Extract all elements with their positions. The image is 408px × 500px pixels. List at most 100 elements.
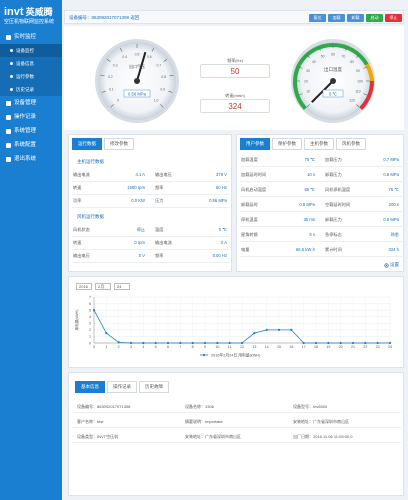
row-divider [73,442,401,443]
tab-modify-params[interactable]: 修改参数 [104,138,134,150]
gauge-band-red [359,80,375,111]
tab-run-data[interactable]: 运行数据 [72,138,102,150]
gauge-tick-label: 70 [341,54,345,58]
y-tick-label: 4 [89,315,91,319]
info-field: 安装地址：广东省深圳市南山区 [185,434,241,439]
year-select[interactable]: 2016 [76,283,92,290]
sidebar-item-system-manage[interactable]: 系统管理 [0,125,62,138]
gauge-title: 出口气压 [129,63,145,69]
param-value: 停止 [136,227,145,232]
x-tick-label: 11 [228,345,232,349]
logout-icon [6,157,11,162]
frequency-label: 频率(Hz) [227,58,243,63]
gauge-tick [318,46,321,51]
gauge-tick-label: 0.1 [109,88,114,92]
data-point [314,341,318,345]
gauge-tick-label: 110 [355,90,361,94]
data-point [105,332,108,335]
x-tick-label: 20 [339,345,343,349]
sidebar-item-realtime[interactable]: 实时监控 [0,31,62,44]
info-field: 摘要说明：Importake [185,419,223,424]
gauge-needle [136,51,147,82]
gauge-tick-label: 100 [357,79,363,83]
sidebar-item-device-monitor[interactable]: 设备监控 [0,44,62,57]
sidebar-item-history[interactable]: 历史记录 [0,83,62,96]
x-tick-label: 2 [118,345,120,349]
gauge-tick-label: 0.7 [156,63,161,67]
data-point [240,341,244,345]
info-field: 设备编号：863092017071308 [77,404,131,409]
tab-user-params[interactable]: 用户参数 [240,138,270,150]
gauge-tick [345,46,348,51]
month-select[interactable]: 2月 [95,283,111,290]
info-field: 客户名称：test [77,419,104,424]
bullet-icon [10,49,13,52]
x-tick-label: 9 [204,345,206,349]
param-value: 324 h [388,247,399,252]
gauge-tick-label: 0.9 [160,88,165,92]
data-point [142,341,145,345]
param-value: 熟悉 [390,232,399,237]
gauge-tick [298,93,303,96]
param-label: 停机温度 [241,217,258,222]
run-data-tabs: 运行数据 修改参数 [72,138,134,150]
bullet-icon [10,62,13,65]
sidebar-item-system-config[interactable]: 系统配置 [0,139,62,152]
tab-fault-history[interactable]: 历史故障 [139,381,169,393]
data-point [179,341,182,345]
param-label: 风机启动温度 [241,187,267,192]
data-point [290,328,293,331]
gauge-tick-label: 0.5 [135,52,140,56]
gauge-tick-label: 90 [356,69,360,73]
data-point [117,341,120,344]
sidebar-item-device-manage[interactable]: 设备管理 [0,97,62,110]
param-value: 66.5 kW·h [295,247,315,252]
param-value: 0.7 MPa [383,157,399,162]
back-link[interactable]: 返回 [130,15,140,20]
tab-fan-params[interactable]: 风机参数 [336,138,366,150]
tab-operation-log[interactable]: 操作记录 [107,381,137,393]
gauge-tick [356,104,360,108]
gauge-tick [119,47,123,52]
x-tick-label: 0 [93,345,95,349]
tab-host-params[interactable]: 主机参数 [304,138,334,150]
gauge-tick [163,59,168,62]
x-tick-label: 16 [289,345,293,349]
x-tick-label: 7 [179,345,181,349]
user-icon [6,129,11,134]
device-id-label: 设备编号：863092017071308 返回 [69,15,140,20]
wrench-icon [6,143,11,148]
gauge-value-box [322,89,344,98]
chart-panel [68,276,404,368]
y-tick-label: 1 [89,335,91,339]
load-button[interactable]: 加载 [328,14,345,22]
day-select[interactable]: 24 [114,283,130,290]
x-tick-label: 6 [167,345,169,349]
sidebar-item-run-params[interactable]: 运行参数 [0,70,62,83]
reset-button[interactable]: 复位 [309,14,326,22]
stop-button[interactable]: 停止 [385,14,402,22]
y-axis-label: 用电量(kWH) [74,310,79,331]
settings-button[interactable]: 设置 [384,262,399,268]
param-value: 35 ms [303,217,315,222]
param-label: 风机状态 [73,227,90,232]
tab-protect-params[interactable]: 保护参数 [272,138,302,150]
tab-basic-info[interactable]: 基本信息 [75,381,105,393]
data-point [302,341,305,345]
unload-button[interactable]: 卸载 [347,14,364,22]
gauge-tick [101,90,106,93]
data-point [253,332,256,335]
data-point [376,341,379,345]
param-label: 电量 [241,247,250,252]
sidebar-item-operation-log[interactable]: 操作记录 [0,111,62,124]
y-tick-label: 3 [89,322,91,326]
sidebar-item-device-info[interactable]: 设备信息 [0,57,62,70]
x-tick-label: 13 [252,345,256,349]
sidebar-item-logout[interactable]: 退出系统 [0,153,62,166]
param-label: 输出电压 [155,172,172,177]
start-button[interactable]: 启动 [366,14,383,22]
gauge-tick [100,74,105,77]
gauge-tick-label: 60 [331,52,335,56]
x-tick-label: 14 [265,345,269,349]
